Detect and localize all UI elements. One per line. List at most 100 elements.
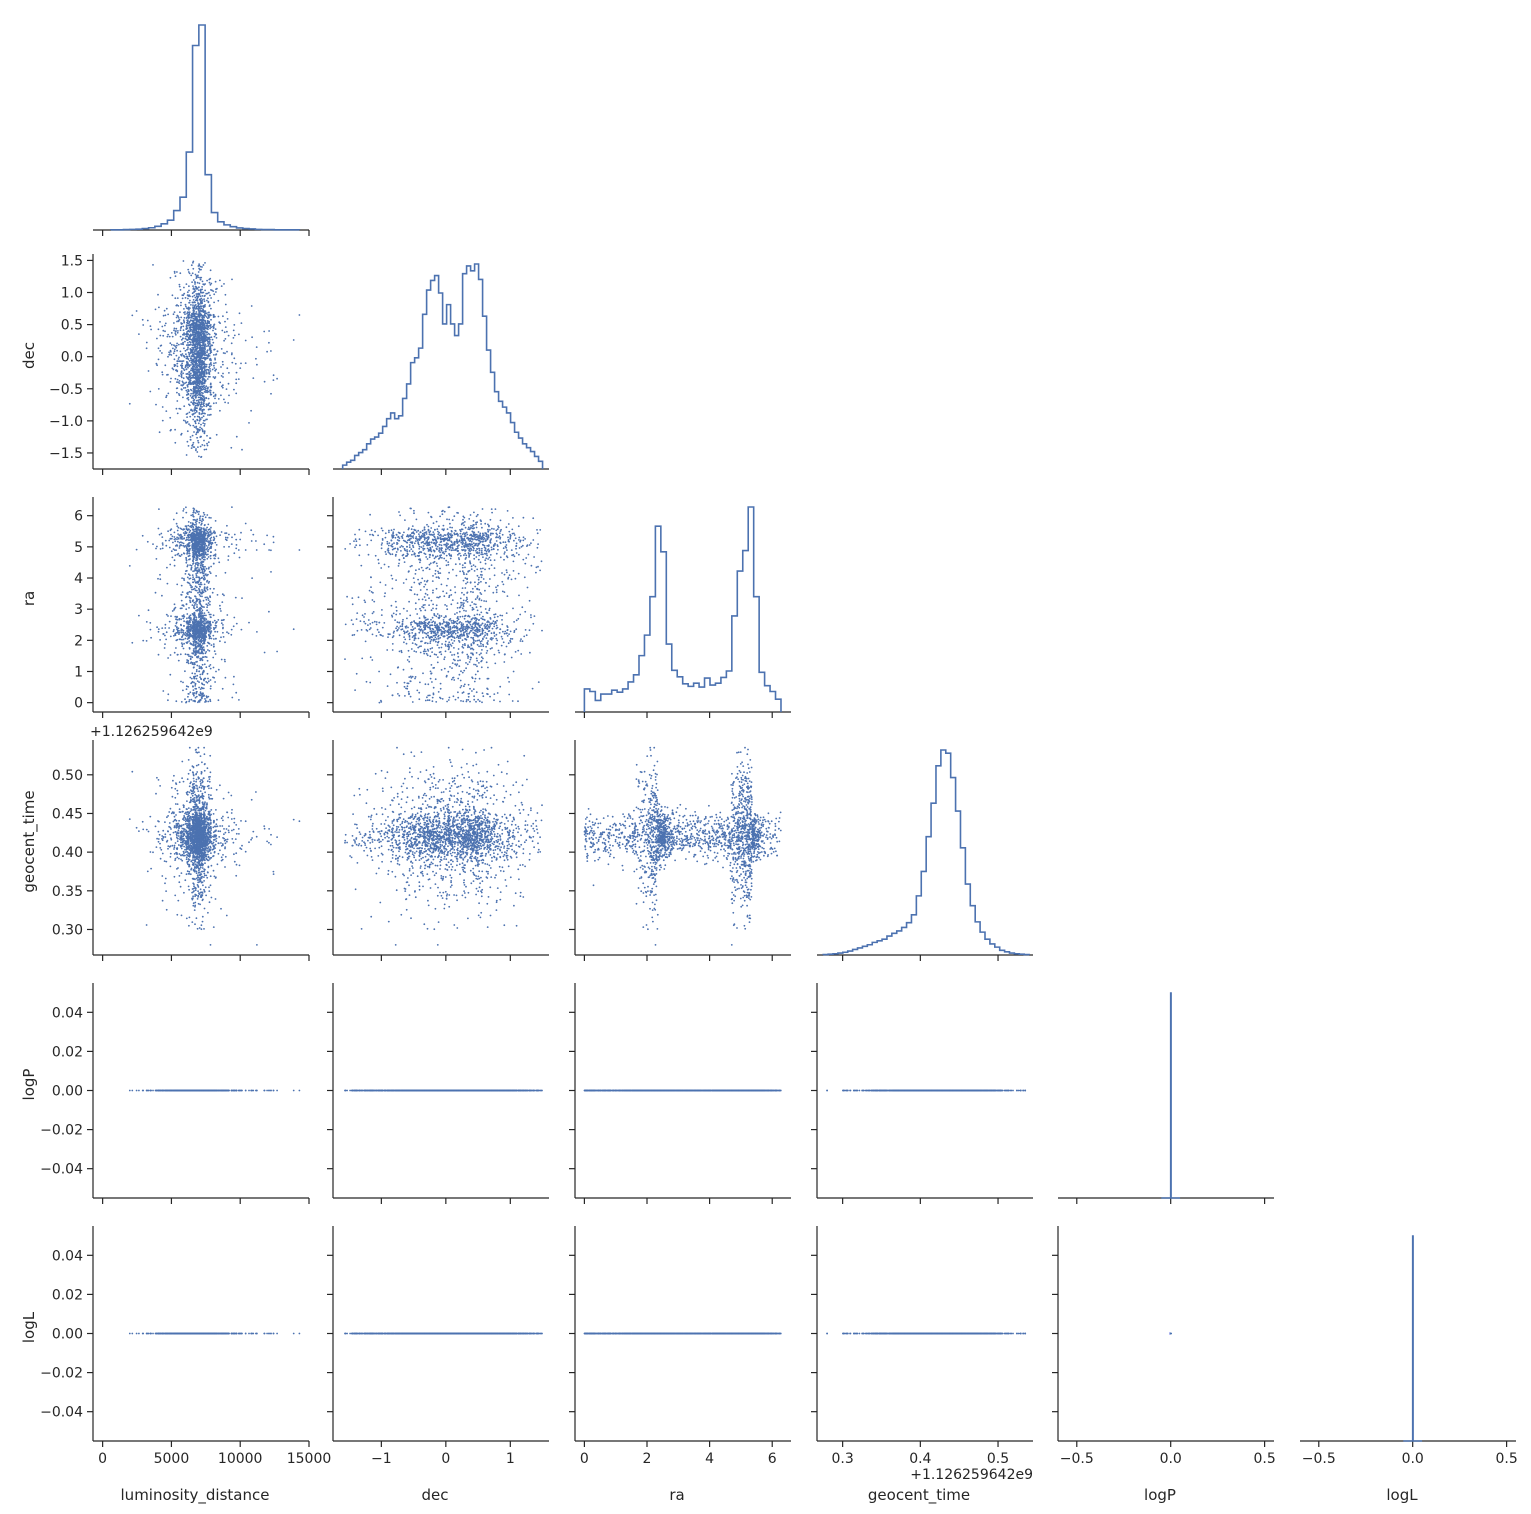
data-point — [200, 339, 203, 341]
data-point — [380, 567, 383, 569]
data-point — [201, 576, 204, 579]
data-point — [373, 600, 376, 603]
data-point — [187, 398, 190, 401]
data-point — [202, 511, 205, 514]
data-point — [176, 525, 179, 528]
data-point — [235, 371, 238, 374]
data-point — [199, 571, 202, 574]
data-point — [199, 390, 202, 393]
data-point — [193, 314, 196, 317]
data-point — [212, 402, 215, 405]
data-point — [184, 366, 187, 369]
data-point — [187, 268, 190, 271]
data-point — [219, 279, 221, 282]
data-point — [187, 445, 190, 447]
data-point — [203, 363, 206, 366]
data-point — [179, 327, 182, 329]
data-point — [204, 357, 207, 360]
data-point — [199, 515, 202, 518]
data-point — [211, 368, 214, 371]
data-point — [202, 519, 205, 521]
data-point — [176, 583, 179, 586]
data-point — [212, 643, 215, 645]
data-point — [201, 429, 204, 431]
data-point — [204, 524, 206, 526]
data-point — [456, 612, 458, 614]
data-point — [183, 620, 186, 623]
data-point — [172, 352, 175, 355]
data-point — [187, 555, 190, 558]
data-point — [206, 659, 209, 662]
data-point — [188, 423, 190, 425]
data-point — [397, 693, 399, 695]
data-point — [207, 375, 210, 378]
data-point — [184, 386, 187, 389]
data-point — [496, 584, 499, 587]
data-point — [240, 531, 242, 534]
data-point — [270, 350, 272, 352]
data-point — [183, 347, 185, 350]
data-point — [209, 408, 212, 410]
data-point — [430, 638, 433, 641]
data-point — [180, 371, 183, 374]
data-point — [298, 549, 301, 551]
data-point — [185, 368, 188, 371]
data-point — [209, 700, 212, 703]
data-point — [165, 307, 168, 310]
data-point — [174, 333, 177, 336]
scatter-dec-vs-luminosity_distance — [128, 260, 301, 458]
data-point — [183, 369, 186, 372]
data-point — [476, 665, 478, 668]
data-point — [195, 385, 197, 388]
data-point — [192, 538, 194, 540]
data-point — [228, 372, 230, 374]
data-point — [192, 261, 194, 264]
data-point — [186, 397, 189, 400]
data-point — [203, 298, 206, 300]
data-point — [211, 338, 214, 341]
data-point — [179, 329, 182, 332]
data-point — [207, 414, 209, 416]
data-point — [424, 609, 427, 612]
data-point — [180, 618, 183, 621]
data-point — [210, 318, 212, 321]
data-point — [196, 606, 199, 608]
data-point — [200, 533, 203, 536]
data-point — [201, 672, 204, 675]
data-point — [190, 401, 193, 404]
data-point — [450, 549, 453, 552]
data-point — [200, 423, 202, 426]
data-point — [255, 357, 257, 360]
data-point — [195, 641, 197, 644]
data-point — [141, 534, 144, 537]
data-point — [193, 536, 196, 539]
data-point — [197, 313, 200, 316]
data-point — [194, 687, 197, 690]
data-point — [157, 630, 160, 633]
data-point — [208, 370, 210, 372]
data-point — [162, 329, 165, 332]
data-point — [183, 405, 186, 408]
data-point — [206, 588, 209, 591]
data-point — [188, 373, 191, 376]
data-point — [263, 651, 266, 654]
data-point — [207, 300, 210, 303]
data-point — [206, 327, 209, 330]
data-point — [173, 329, 175, 332]
data-point — [195, 293, 198, 295]
data-point — [200, 611, 203, 613]
data-point — [199, 435, 202, 438]
data-point — [238, 333, 240, 336]
data-point — [172, 541, 174, 544]
data-point — [233, 533, 236, 536]
data-point — [180, 364, 182, 367]
data-point — [473, 663, 475, 666]
data-point — [222, 372, 224, 375]
data-point — [208, 359, 211, 361]
data-point — [207, 553, 209, 556]
data-point — [203, 637, 205, 639]
data-point — [195, 625, 198, 628]
data-point — [207, 599, 210, 601]
data-point — [147, 609, 150, 612]
data-point — [411, 701, 414, 703]
